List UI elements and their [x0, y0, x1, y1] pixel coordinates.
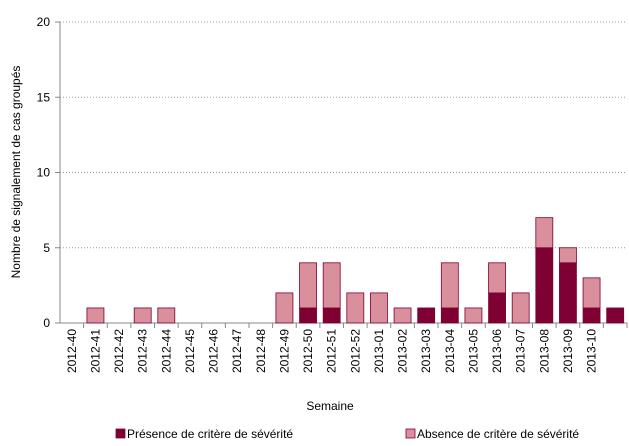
- x-tick-label: 2012-42: [112, 329, 126, 373]
- x-tick-label: 2013-04: [443, 329, 457, 373]
- bar-segment: [440, 262, 459, 309]
- bar-segment: [299, 307, 317, 324]
- bar-segment: [488, 292, 506, 324]
- bar-segment: [417, 307, 436, 324]
- bar-segment: [559, 247, 577, 264]
- bar-segment: [606, 307, 625, 324]
- y-tick-label: 10: [37, 166, 51, 180]
- x-tick-label: 2012-46: [207, 329, 221, 373]
- y-tick-label: 20: [37, 15, 51, 29]
- bar-segment: [393, 307, 412, 324]
- bar-segment: [322, 262, 341, 309]
- bar-segment: [346, 292, 365, 324]
- bar-segment: [299, 262, 317, 309]
- x-tick-label: 2012-40: [65, 329, 79, 373]
- bar-segment: [511, 292, 530, 324]
- y-tick-label: 0: [43, 316, 50, 330]
- bar-segment: [157, 307, 176, 324]
- x-tick-label: 2013-06: [490, 329, 504, 373]
- bar-segment: [322, 307, 341, 324]
- x-tick-label: 2013-07: [514, 329, 528, 373]
- bar-segment: [559, 262, 577, 324]
- x-tick-label: 2013-09: [561, 329, 575, 373]
- bar-segment: [86, 307, 105, 324]
- x-tick-label: 2012-44: [159, 329, 173, 373]
- bar-segment: [464, 307, 483, 324]
- x-tick-label: 2012-52: [348, 329, 362, 373]
- x-tick-label: 2013-01: [372, 329, 386, 373]
- x-tick-label: 2013-03: [419, 329, 433, 373]
- bar-segment: [370, 292, 388, 324]
- legend-swatch: [405, 428, 416, 439]
- x-tick-label: 2013-10: [585, 329, 599, 373]
- legend-label: Absence de critère de sévérité: [417, 427, 579, 441]
- bar-segment: [440, 307, 459, 324]
- x-tick-label: 2012-45: [183, 329, 197, 373]
- x-tick-label: 2012-41: [88, 329, 102, 373]
- bar-segment: [582, 277, 601, 309]
- y-tick-label: 15: [37, 90, 51, 104]
- bar-segment: [488, 262, 506, 294]
- bar-segment: [133, 307, 152, 324]
- x-tick-label: 2012-43: [136, 329, 150, 373]
- bar-segment: [535, 247, 554, 324]
- x-tick-label: 2013-08: [537, 329, 551, 373]
- legend-label: Présence de critère de sévérité: [127, 427, 293, 441]
- x-tick-label: 2013-05: [466, 329, 480, 373]
- bar-segment: [582, 307, 601, 324]
- x-tick-label: 2012-50: [301, 329, 315, 373]
- x-tick-label: 2013-02: [396, 329, 410, 373]
- y-axis-label: Nombre de signalement de cas groupés: [9, 66, 23, 279]
- bar-segment: [275, 292, 294, 324]
- bar-segment: [535, 217, 554, 249]
- x-tick-label: 2012-48: [254, 329, 268, 373]
- x-axis-label: Semaine: [306, 399, 354, 413]
- x-tick-label: 2012-51: [325, 329, 339, 373]
- legend-swatch: [115, 428, 126, 439]
- y-tick-label: 5: [43, 241, 50, 255]
- x-tick-label: 2012-47: [230, 329, 244, 373]
- x-tick-label: 2012-49: [277, 329, 291, 373]
